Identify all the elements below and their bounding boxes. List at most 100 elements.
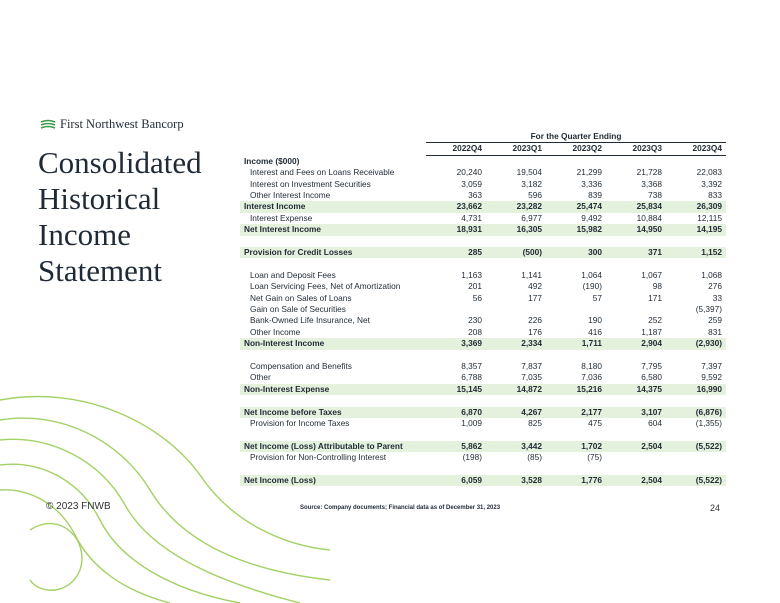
cell-value	[606, 452, 666, 463]
table-row: Net Gain on Sales of Loans 56 177 57 171 33	[240, 293, 726, 304]
table-row: Net Income (Loss) Attributable to Parent…	[240, 440, 726, 453]
cell-value: 23,282	[486, 201, 546, 213]
cell-value: 475	[588, 418, 602, 429]
cell-value: 833	[708, 190, 722, 201]
cell-value: 1,064	[581, 269, 602, 280]
column-header: 2023Q1	[486, 142, 546, 156]
cell-value: 4,267	[486, 406, 546, 419]
cell-value	[666, 155, 726, 167]
cell-value: (85)	[527, 452, 542, 463]
cell-value: 57	[592, 292, 602, 303]
spacer	[240, 131, 426, 143]
cell-value: (5,397)	[695, 304, 722, 315]
column-header: 2023Q4	[666, 142, 726, 156]
cell-value: 7,795	[641, 361, 662, 372]
table-row: Non-Interest Income 3,369 2,334 1,711 2,904(…	[240, 338, 726, 350]
table-row: Interest Income 23,662 23,282 25,474 25,834 2…	[240, 201, 726, 213]
cell-value: 177	[528, 292, 542, 303]
source-note: Source: Company documents; Financial dat…	[300, 505, 501, 511]
column-header: 2023Q2	[546, 142, 606, 156]
cell-value: 2,504	[606, 440, 666, 453]
copyright: © 2023 FNWB	[46, 501, 111, 512]
cell-value: (500)	[486, 247, 546, 259]
cell-value: 20,240	[456, 167, 482, 178]
cell-value: (1,355)	[695, 418, 722, 429]
group-header-row: For the Quarter Ending	[240, 131, 726, 144]
cell-value: 1,187	[641, 326, 662, 337]
table-row: Net Income before Taxes 6,870 4,267 2,177 3,…	[240, 406, 726, 419]
cell-value: 6,580	[641, 372, 662, 383]
cell-value	[486, 304, 546, 315]
cell-value	[606, 155, 666, 167]
cell-value: 3,107	[606, 406, 666, 419]
spacer	[240, 258, 726, 269]
table-row: Other Interest Income 363 596 839 738 833	[240, 190, 726, 201]
cell-value: 596	[528, 190, 542, 201]
row-label: Non-Interest Income	[240, 338, 426, 350]
cell-value: 14,872	[486, 383, 546, 396]
column-header-row: 2022Q4 2023Q1 2023Q2 2023Q3 2023Q4	[240, 142, 726, 156]
row-label: Provision for Credit Losses	[240, 247, 426, 259]
cell-value: 176	[528, 326, 542, 337]
row-label: Compensation and Benefits	[250, 361, 352, 372]
table-row: Interest on Investment Securities 3,059 3,…	[240, 179, 726, 190]
table-row: Interest Expense 4,731 6,977 9,492 10,884 12,…	[240, 213, 726, 224]
cell-value: 1,068	[701, 269, 722, 280]
table-row: Non-Interest Expense 15,145 14,872 15,216 14…	[240, 383, 726, 396]
cell-value: 2,334	[486, 338, 546, 350]
cell-value: 371	[606, 247, 666, 259]
cell-value: 2,904	[606, 338, 666, 350]
table-row: Bank-Owned Life Insurance, Net 230 226 190 2…	[240, 315, 726, 326]
cell-value: 2,504	[606, 475, 666, 487]
cell-value: 6,059	[426, 475, 486, 487]
cell-value: 252	[648, 315, 662, 326]
cell-value: 6,870	[426, 406, 486, 419]
cell-value: 14,950	[606, 224, 666, 236]
spacer	[240, 236, 726, 247]
cell-value: 16,305	[486, 224, 546, 236]
table-row: Net Interest Income 18,931 16,305 15,982 14,…	[240, 224, 726, 236]
spacer	[240, 350, 726, 361]
cell-value: 1,141	[521, 269, 542, 280]
row-label: Interest Expense	[250, 212, 313, 223]
row-label: Other	[250, 372, 271, 383]
decorative-waves	[0, 395, 330, 603]
row-label: Net Income (Loss)	[240, 475, 426, 487]
income-table: For the Quarter Ending 2022Q4 2023Q1 2023Q2…	[240, 131, 726, 487]
cell-value: 5,862	[426, 440, 486, 453]
cell-value	[606, 304, 666, 315]
cell-value: 300	[546, 247, 606, 259]
cell-value: (198)	[462, 452, 482, 463]
table-row: Other Income 208 176 416 1,187 831	[240, 327, 726, 338]
cell-value	[426, 304, 486, 315]
cell-value: 1,152	[666, 247, 726, 259]
cell-value: 276	[708, 281, 722, 292]
cell-value: 56	[472, 292, 482, 303]
cell-value: 25,474	[546, 201, 606, 213]
cell-value: 226	[528, 315, 542, 326]
cell-value: 285	[426, 247, 486, 259]
table-row: Interest and Fees on Loans Receivable 20,…	[240, 167, 726, 178]
row-label: Non-Interest Expense	[240, 383, 426, 396]
row-label: Loan Servicing Fees, Net of Amortization	[250, 281, 401, 292]
cell-value: 4,731	[461, 212, 482, 223]
cell-value: 8,180	[581, 361, 602, 372]
cell-value: 23,662	[426, 201, 486, 213]
cell-value: (75)	[587, 452, 602, 463]
cell-value: 21,299	[576, 167, 602, 178]
cell-value: 738	[648, 190, 662, 201]
column-header: 2023Q3	[606, 142, 666, 156]
cell-value: (5,522)	[666, 440, 726, 453]
cell-value: 22,083	[696, 167, 722, 178]
cell-value: 33	[712, 292, 722, 303]
cell-value: 9,592	[701, 372, 722, 383]
cell-value: 171	[648, 292, 662, 303]
spacer-row	[240, 429, 726, 440]
row-label: Net Gain on Sales of Loans	[250, 292, 352, 303]
cell-value: 604	[648, 418, 662, 429]
spacer-row	[240, 350, 726, 361]
cell-value: 2,177	[546, 406, 606, 419]
cell-value: 230	[468, 315, 482, 326]
cell-value: 1,009	[461, 418, 482, 429]
